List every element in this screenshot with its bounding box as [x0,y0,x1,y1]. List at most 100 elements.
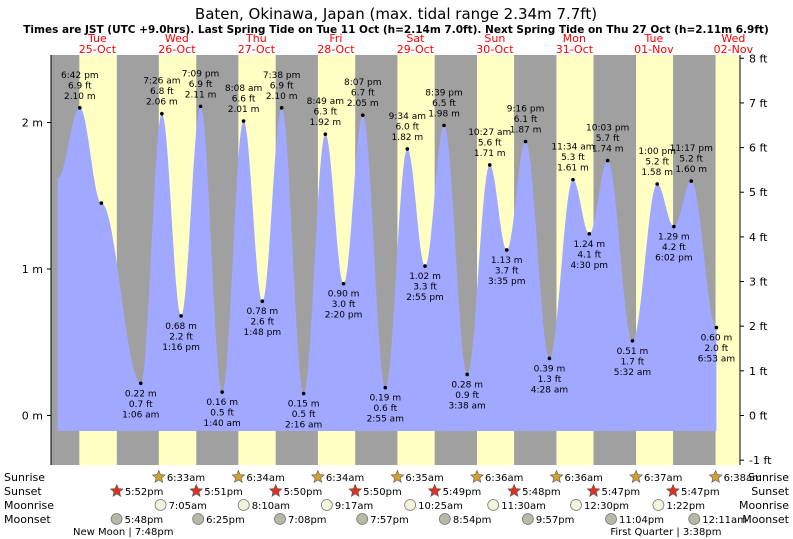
moonrise-icon [404,499,417,511]
low-tide-height-m: 0.15 m [288,400,320,410]
low-tide-point [630,338,635,343]
sunset-time: 5:50pm [284,487,323,498]
low-tide-height-ft: 4.2 ft [662,243,686,253]
low-tide-height-m: 0.22 m [125,389,157,399]
date-label: 25-Oct [79,43,117,56]
low-tide-height-m: 0.28 m [451,380,483,390]
date-label: 26-Oct [158,43,196,56]
moonset-icon [192,513,205,525]
moonset-icon [356,513,369,525]
low-tide-height-ft: 2.6 ft [250,318,274,328]
row-label-left: Moonrise [4,499,54,512]
row-label-right: Moonrise [739,499,789,512]
low-tide-point [465,372,469,377]
right-axis-tick-label: 3 ft [749,276,768,289]
low-tide-height-ft: 4.1 ft [577,250,601,260]
high-tide-height-m: 1.82 m [391,133,423,143]
sunrise-time: 6:36am [485,473,523,484]
high-tide-point [279,106,284,110]
low-tide-time: 6:53 am [698,355,735,365]
low-tide-height-ft: 0.9 ft [455,391,479,401]
moonrise-time: 12:30pm [584,501,629,512]
right-axis-tick-label: 4 ft [749,231,768,244]
high-tide-height-m: 1.87 m [510,126,542,136]
date-label: 29-Oct [397,43,435,56]
moonrise-time: 9:17am [335,501,373,512]
high-tide-time: 9:34 am [389,112,426,122]
moonrise-icon [652,499,665,511]
low-tide-time: 3:35 pm [488,277,526,287]
high-tide-time: 8:07 pm [344,78,382,88]
low-tide-height-m: 0.90 m [328,290,360,300]
right-axis-tick-label: 0 ft [749,410,768,423]
moonset-time: 12:11am [702,515,747,526]
low-tide-height-m: 0.60 m [701,334,733,344]
row-label-right: Sunset [751,485,789,498]
low-tide-height-m: 0.78 m [247,307,279,317]
sunset-icon [189,483,204,497]
left-axis-tick-label: 2 m [22,117,43,130]
high-tide-point [487,163,492,167]
moonset-icon [605,513,617,525]
high-tide-time: 7:09 pm [182,69,220,79]
low-tide-time: 2:20 pm [325,311,363,321]
high-tide-point [442,123,446,128]
sunset-icon [666,483,680,497]
day-of-week-label: Mon [563,32,586,45]
low-tide-point [383,385,388,390]
high-tide-point [160,111,164,116]
high-tide-time: 10:03 pm [586,124,629,134]
moonset-time: 9:57pm [536,515,575,526]
low-tide-height-m: 0.16 m [206,398,238,408]
moonset-icon [438,513,451,525]
sunrise-time: 6:35am [405,473,443,484]
high-tide-height-m: 1.58 m [641,168,673,178]
moonset-time: 6:25pm [206,515,245,526]
high-tide-height-ft: 6.1 ft [514,115,538,125]
day-of-week-label: Wed [165,32,189,45]
high-tide-time: 11:17 pm [670,144,713,154]
moonrise-time: 8:10am [252,501,290,512]
date-label: 02-Nov [714,43,754,56]
sunset-icon [586,483,601,497]
high-tide-height-ft: 6.9 ft [189,80,213,90]
high-tide-height-m: 1.60 m [675,165,707,175]
row-label-left: Sunset [4,485,42,498]
sunrise-time: 6:34am [326,473,364,484]
day-of-week-label: Sun [484,32,505,45]
high-tide-time: 8:49 am [307,97,344,107]
high-tide-height-ft: 5.3 ft [561,153,585,163]
low-tide-time: 1:16 pm [162,343,200,353]
low-tide-height-ft: 0.6 ft [373,404,397,414]
low-tide-point [138,381,143,386]
sunset-time: 5:50pm [363,487,402,498]
high-tide-time: 8:39 pm [425,88,463,98]
high-tide-height-ft: 6.0 ft [395,122,419,132]
high-tide-point [78,106,82,110]
high-tide-height-ft: 6.8 ft [150,87,174,97]
high-tide-height-ft: 6.9 ft [68,81,92,91]
high-tide-time: 7:26 am [143,77,180,87]
low-tide-time: 1:48 pm [244,328,282,338]
chart-title: Baten, Okinawa, Japan (max. tidal range … [195,5,597,23]
low-tide-point [547,356,552,361]
left-axis-tick-label: 1 m [22,263,43,276]
low-tide-height-m: 1.24 m [573,240,605,250]
low-tide-time: 2:55 pm [406,293,444,303]
right-axis-tick-label: 1 ft [749,365,768,378]
sunrise-icon [629,469,643,483]
high-tide-point [405,147,410,151]
sunset-icon [268,483,283,497]
low-tide-point [587,232,592,236]
high-tide-time: 8:08 am [225,84,262,94]
high-tide-height-m: 2.10 m [266,92,298,102]
low-tide-height-ft: 2.2 ft [169,332,193,342]
axes: 0 m 1 m 2 m -1 ft 0 ft 1 ft 2 ft 3 ft 4 ft 5 ft 6 … [22,52,772,467]
high-tide-time: 10:27 am [468,128,511,138]
moonset-time: 5:48pm [125,515,164,526]
tide-curve-area [57,106,717,431]
high-tide-height-m: 1.98 m [428,109,460,119]
moonrise-icon [570,499,582,511]
low-tide-height-ft: 1.7 ft [621,357,645,367]
